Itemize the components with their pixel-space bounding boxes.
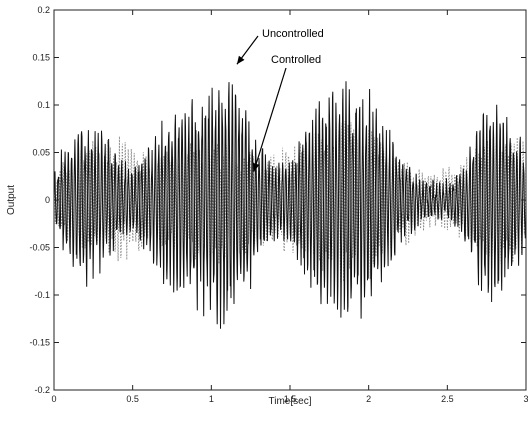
y-tick-label: -0.1 bbox=[34, 290, 50, 300]
y-tick-label: 0.1 bbox=[37, 100, 50, 110]
y-tick-label: -0.15 bbox=[29, 338, 50, 348]
x-tick-label: 3 bbox=[523, 394, 528, 404]
annotation-layer: Uncontrolled Controlled bbox=[236, 28, 324, 172]
x-tick-label: 0.5 bbox=[126, 394, 139, 404]
x-tick-label: 0 bbox=[51, 394, 56, 404]
y-axis-label: Output bbox=[6, 185, 17, 215]
annotation-controlled-label: Controlled bbox=[271, 54, 321, 66]
annotation-uncontrolled-label: Uncontrolled bbox=[262, 28, 324, 40]
y-tick-label: -0.2 bbox=[34, 385, 50, 395]
y-tick-label: 0 bbox=[45, 195, 50, 205]
x-tick-label: 2 bbox=[366, 394, 371, 404]
x-tick-label: 1 bbox=[209, 394, 214, 404]
controlled-series-line bbox=[53, 121, 527, 283]
y-tick-label: 0.15 bbox=[32, 53, 50, 63]
y-tick-label: 0.2 bbox=[37, 5, 50, 15]
annotation-uncontrolled-arrow-head bbox=[236, 55, 245, 65]
uncontrolled-series-line bbox=[53, 81, 527, 329]
y-tick-label: 0.05 bbox=[32, 148, 50, 158]
x-tick-label: 2.5 bbox=[441, 394, 454, 404]
annotation-controlled-arrow bbox=[253, 67, 287, 172]
x-axis-label: Time[sec] bbox=[269, 396, 312, 407]
series-layer bbox=[53, 81, 527, 329]
x-tick-label: 1.5 bbox=[284, 394, 297, 404]
annotation-controlled-arrow-head bbox=[252, 162, 260, 172]
ticks-layer: 0 0.5 1 1.5 2 2.5 3 -0.2 -0.15 -0.1 -0.05 0 0.05 0.1 0… bbox=[29, 5, 528, 404]
y-tick-label: -0.05 bbox=[29, 243, 50, 253]
